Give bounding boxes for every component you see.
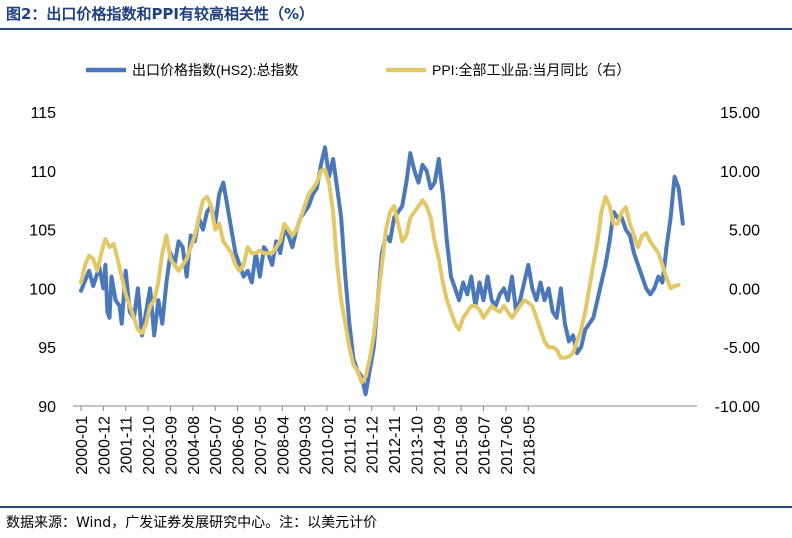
x-tick-label: 2018-05 xyxy=(521,416,538,475)
x-tick-label: 2009-03 xyxy=(298,416,315,475)
left-tick-label: 100 xyxy=(29,281,56,298)
x-tick-label: 2000-01 xyxy=(74,416,91,475)
right-tick-label: 15.00 xyxy=(720,105,760,122)
legend: 出口价格指数(HS2):总指数 PPI:全部工业品:当月同比（右） xyxy=(86,62,630,78)
right-axis: -10.00 -5.00 0.00 5.00 10.00 15.00 xyxy=(715,105,760,416)
x-tick-label: 2004-08 xyxy=(186,416,203,475)
legend-label-series2: PPI:全部工业品:当月同比（右） xyxy=(432,62,630,78)
right-tick-label: 0.00 xyxy=(729,281,760,298)
left-tick-label: 90 xyxy=(38,399,56,416)
source-note: 数据来源：Wind，广发证券发展研究中心。注：以美元计价 xyxy=(6,515,378,531)
footer-divider xyxy=(0,506,792,508)
x-tick-label: 2013-10 xyxy=(409,416,426,475)
x-tick-label: 2006-06 xyxy=(231,416,248,475)
title-divider xyxy=(0,28,792,30)
left-tick-label: 95 xyxy=(38,340,56,357)
x-tick-label: 2011-01 xyxy=(342,416,359,474)
legend-label-series1: 出口价格指数(HS2):总指数 xyxy=(132,62,298,78)
x-tick-label: 2005-07 xyxy=(208,416,225,475)
chart-area: 出口价格指数(HS2):总指数 PPI:全部工业品:当月同比（右） 90 95 10… xyxy=(29,62,760,475)
x-tick-label: 2011-12 xyxy=(365,416,382,474)
x-tick-label: 2012-11 xyxy=(387,416,404,474)
right-tick-label: 5.00 xyxy=(729,223,760,240)
x-tick-label: 2014-09 xyxy=(432,416,449,475)
plot-lines xyxy=(79,145,685,397)
right-tick-label: -5.00 xyxy=(724,340,761,357)
x-tick-label: 2017-06 xyxy=(499,416,516,475)
x-tick-label: 2008-04 xyxy=(275,416,292,475)
chart-title: 图2：出口价格指数和PPI有较高相关性（%） xyxy=(6,5,315,23)
x-tick-label: 2016-07 xyxy=(477,416,494,475)
x-tick-label: 2007-05 xyxy=(253,416,270,475)
x-tick-label: 2001-11 xyxy=(119,416,136,474)
right-tick-label: 10.00 xyxy=(720,164,760,181)
left-axis: 90 95 100 105 110 115 xyxy=(29,105,56,416)
x-tick-label: 2015-08 xyxy=(454,416,471,475)
right-tick-label: -10.00 xyxy=(715,399,760,416)
x-tick-label: 2002-10 xyxy=(141,416,158,475)
x-tick-label: 2000-12 xyxy=(96,416,113,475)
left-tick-label: 105 xyxy=(29,223,56,240)
x-tick-label: 2010-02 xyxy=(320,416,337,475)
x-tick-label: 2003-09 xyxy=(163,416,180,475)
left-tick-label: 110 xyxy=(30,164,56,181)
left-tick-label: 115 xyxy=(30,105,56,122)
series-line-ppi xyxy=(79,167,681,385)
x-axis: 2000-01 2000-12 2001-11 2002-10 2003-09 2004-… xyxy=(73,405,697,475)
